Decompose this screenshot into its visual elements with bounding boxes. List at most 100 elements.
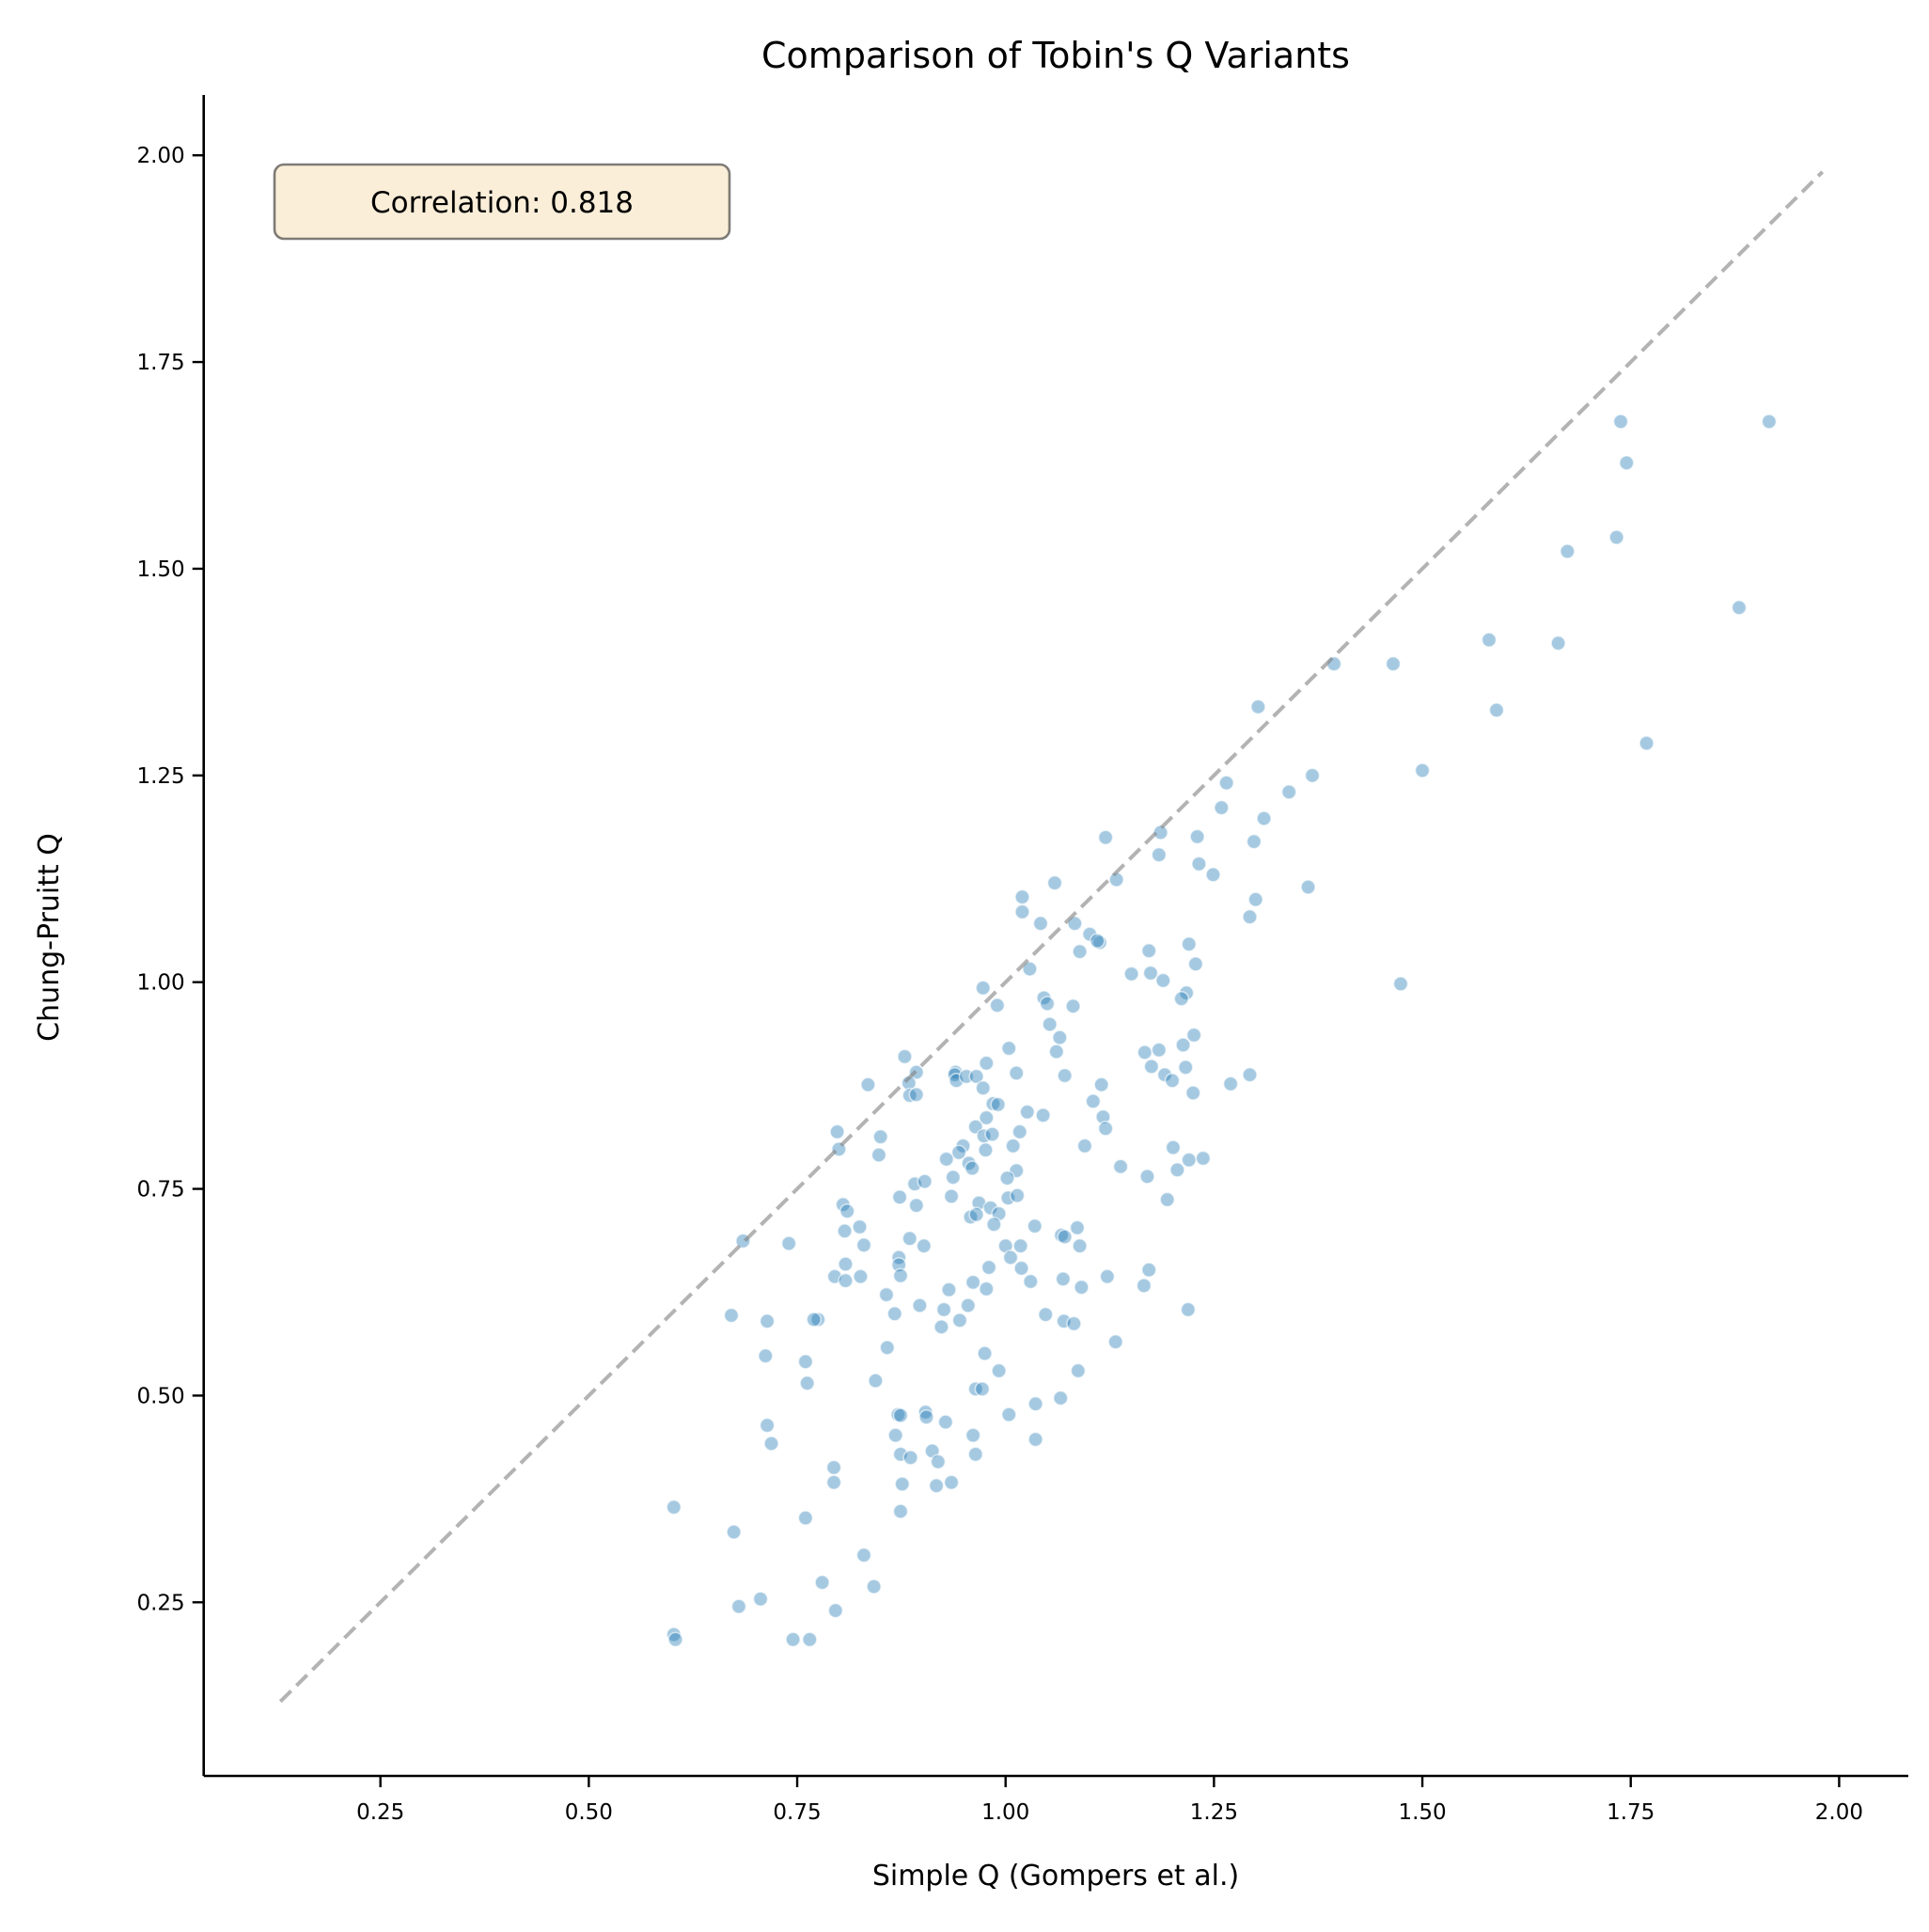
data-point: [730, 1598, 747, 1615]
data-point: [1055, 1271, 1072, 1287]
x-tick-label: 1.75: [1607, 1800, 1655, 1825]
data-point: [1009, 1187, 1026, 1203]
data-point: [825, 1474, 842, 1491]
data-point: [1052, 1390, 1069, 1406]
data-point: [1069, 1219, 1086, 1236]
data-point: [1481, 632, 1498, 648]
data-point: [1250, 699, 1266, 715]
data-point: [1065, 997, 1081, 1014]
data-point: [1095, 1108, 1111, 1125]
data-point: [947, 1066, 963, 1083]
data-point: [758, 1347, 774, 1364]
x-tick-label: 2.00: [1815, 1800, 1863, 1825]
data-point: [984, 1126, 1000, 1142]
data-point: [1000, 1406, 1017, 1422]
data-point: [1022, 961, 1038, 977]
data-point: [917, 1173, 933, 1189]
data-point: [933, 1319, 949, 1335]
data-point: [870, 1147, 887, 1163]
data-point: [918, 1409, 934, 1425]
data-point: [797, 1354, 814, 1370]
data-point: [1214, 799, 1230, 816]
data-point: [1164, 1073, 1181, 1089]
data-point: [1143, 1059, 1160, 1075]
data-point: [1181, 935, 1198, 952]
data-point: [1046, 874, 1063, 891]
data-point: [912, 1297, 928, 1313]
data-point: [853, 1268, 869, 1285]
y-tick-label: 1.50: [136, 558, 184, 582]
data-point: [1242, 1066, 1258, 1083]
y-tick-label: 1.25: [136, 764, 184, 789]
data-point: [1140, 942, 1157, 959]
data-point: [855, 1237, 872, 1253]
data-point: [1136, 1278, 1153, 1294]
data-point: [879, 1340, 896, 1356]
data-point: [964, 1427, 981, 1443]
data-point: [928, 1477, 945, 1494]
data-point: [1099, 1268, 1116, 1285]
data-point: [1159, 1191, 1176, 1208]
data-point: [1247, 891, 1264, 908]
data-point: [943, 1474, 960, 1491]
data-point: [868, 1373, 884, 1389]
data-point: [1076, 1138, 1093, 1154]
data-point: [1731, 599, 1748, 616]
data-point: [1304, 767, 1321, 784]
data-point: [1112, 1158, 1129, 1175]
x-tick-label: 1.25: [1190, 1800, 1238, 1825]
data-point: [1072, 1237, 1088, 1254]
data-point: [1608, 529, 1624, 545]
data-point: [1385, 655, 1402, 672]
data-point: [878, 1286, 895, 1303]
data-point: [908, 1087, 925, 1103]
data-point: [759, 1417, 776, 1434]
data-point: [891, 1189, 908, 1205]
data-point: [1032, 915, 1049, 932]
data-point: [855, 1547, 872, 1563]
data-point: [852, 1218, 868, 1235]
data-point: [797, 1510, 814, 1526]
data-point: [979, 1055, 995, 1072]
data-point: [908, 1197, 925, 1214]
y-tick-label: 0.75: [136, 1178, 184, 1202]
data-point: [974, 1381, 991, 1397]
data-point: [1246, 833, 1262, 850]
data-point: [1154, 972, 1171, 989]
data-point: [763, 1436, 779, 1452]
data-point: [866, 1579, 882, 1594]
y-tick-label: 0.50: [136, 1384, 184, 1408]
data-point: [1005, 1138, 1021, 1154]
data-point: [1000, 1189, 1016, 1206]
data-point: [1013, 1260, 1029, 1277]
data-point: [943, 1188, 960, 1204]
data-point: [1414, 762, 1431, 778]
data-point: [752, 1591, 769, 1608]
data-point: [1618, 455, 1635, 471]
data-point: [982, 1200, 999, 1217]
data-point: [1066, 1315, 1082, 1332]
y-tick-label: 0.25: [136, 1591, 184, 1615]
data-point: [1019, 1104, 1036, 1121]
data-point: [978, 1141, 994, 1158]
y-axis-label: Chung-Pruitt Q: [33, 833, 66, 1042]
x-tick-label: 0.75: [773, 1800, 821, 1825]
data-point: [1042, 1016, 1058, 1032]
data-point: [892, 1503, 909, 1519]
data-point: [980, 1259, 997, 1276]
correlation-box-background: [273, 163, 731, 241]
data-point: [1165, 1139, 1182, 1155]
data-point: [897, 1048, 913, 1065]
data-point: [667, 1631, 683, 1648]
data-point: [968, 1068, 984, 1085]
data-point: [723, 1307, 740, 1324]
data-point: [985, 1217, 1002, 1233]
data-point: [1012, 1237, 1028, 1254]
correlation-box: Correlation: 0.818: [273, 163, 731, 241]
data-point: [1151, 846, 1168, 863]
data-point: [1035, 1107, 1051, 1123]
data-point: [1151, 1042, 1168, 1059]
data-point: [1057, 1229, 1073, 1245]
data-point: [1153, 825, 1168, 840]
